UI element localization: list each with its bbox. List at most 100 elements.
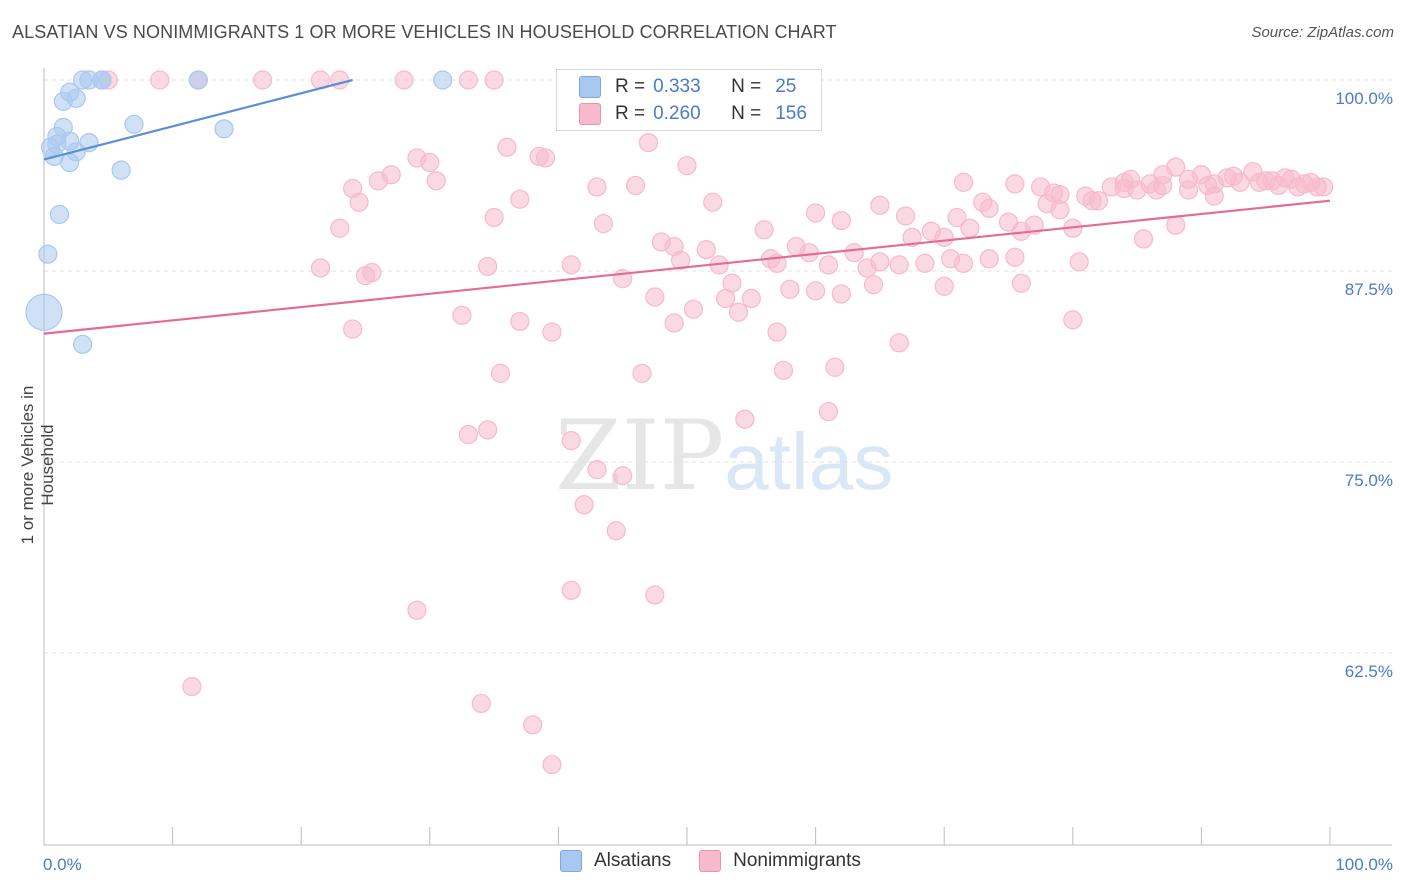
nonimmigrant-point [561, 580, 581, 600]
nonimmigrant-point [715, 288, 736, 309]
nonimmigrant-point [1153, 165, 1173, 185]
nonimmigrant-point [638, 133, 659, 153]
legend-swatch-nonimmigrants [579, 103, 601, 125]
nonimmigrant-point [561, 431, 581, 451]
nonimmigrant-point [497, 137, 517, 157]
nonimmigrant-point [960, 218, 980, 238]
legend-label-nonimmigrants: Nonimmigrants [733, 850, 861, 871]
nonimmigrant-point [767, 322, 787, 342]
nonimmigrant-point [542, 754, 562, 775]
nonimmigrant-point [484, 70, 504, 90]
y-axis-label: 1 or more Vehicles in Household [18, 385, 57, 545]
nonimmigrant-point [632, 363, 652, 383]
nonimmigrant-point [857, 258, 877, 278]
nonimmigrant-point [349, 192, 369, 212]
nonimmigrant-point [889, 333, 909, 353]
legend-n-value: 156 [775, 103, 807, 124]
nonimmigrant-point [1005, 247, 1025, 267]
nonimmigrant-point [1069, 252, 1089, 272]
nonimmigrant-point [677, 155, 697, 176]
legend-row-alsatians: R = 0.333 N = 25 [579, 74, 796, 100]
nonimmigrant-point [625, 175, 646, 196]
trend-lines [43, 78, 1331, 335]
nonimmigrant-point [478, 420, 498, 440]
y-tick-label: 75.0% [1345, 471, 1393, 490]
nonimmigrant-point [915, 253, 935, 273]
nonimmigrant-point [574, 495, 594, 515]
series-alsatians [25, 70, 453, 354]
y-tick-label: 100.0% [1335, 89, 1393, 108]
x-tick-label-max: 100.0% [1335, 855, 1393, 874]
nonimmigrant-point [510, 189, 530, 209]
nonimmigrant-point [844, 243, 864, 263]
nonimmigrant-point [947, 207, 967, 228]
legend-n-value: 25 [775, 76, 797, 97]
legend-label-alsatians: Alsatians [594, 850, 672, 871]
nonimmigrant-point [1011, 273, 1031, 293]
nonimmigrant-point [1166, 215, 1186, 235]
nonimmigrant-point [1178, 180, 1199, 200]
nonimmigrant-point [896, 206, 916, 226]
legend-r-label: R = [615, 103, 646, 124]
nonimmigrant-point [696, 240, 716, 260]
nonimmigrant-point [535, 148, 556, 168]
nonimmigrant-point [150, 70, 170, 90]
y-tick-label: 62.5% [1345, 662, 1393, 681]
nonimmigrant-point [735, 409, 755, 429]
nonimmigrant-point [934, 276, 954, 296]
nonimmigrant-point [510, 311, 530, 332]
nonimmigrant-point [1223, 166, 1244, 186]
nonimmigrant-point [979, 198, 999, 218]
alsatian-point [214, 119, 234, 139]
nonimmigrant-point [1133, 229, 1154, 249]
nonimmigrant-point [613, 466, 633, 486]
alsatian-point [60, 152, 80, 173]
nonimmigrant-point [1043, 183, 1064, 203]
legend-n-label: N = [731, 76, 762, 97]
nonimmigrant-point [645, 585, 665, 605]
nonimmigrant-point [728, 302, 749, 322]
nonimmigrant-point [407, 600, 427, 620]
nonimmigrant-point [870, 195, 890, 215]
source-label: Source: ZipAtlas.com [1251, 24, 1394, 41]
tick-labels: 62.5% 75.0% 87.5% 100.0% 0.0% 100.0% [43, 89, 1393, 874]
nonimmigrant-point [542, 322, 562, 342]
alsatian-point [25, 293, 63, 331]
series-legend: Alsatians Nonimmigrants [560, 850, 889, 872]
nonimmigrant-point [394, 70, 414, 90]
nonimmigrant-point [330, 70, 350, 90]
nonimmigrant-point [458, 424, 478, 445]
nonimmigrant-point [1063, 310, 1083, 330]
legend-r-label: R = [615, 76, 646, 97]
nonimmigrant-point [754, 220, 774, 240]
y-tick-label: 87.5% [1345, 280, 1393, 299]
alsatian-point [124, 114, 144, 134]
x-tick-label-min: 0.0% [43, 855, 82, 874]
legend-item-alsatians[interactable]: Alsatians [560, 850, 671, 872]
legend-r-value: 0.333 [653, 76, 701, 97]
legend-swatch-alsatians [579, 76, 601, 98]
chart-title: ALSATIAN VS NONIMMIGRANTS 1 OR MORE VEHI… [12, 22, 837, 42]
nonimmigrant-point [330, 218, 350, 238]
nonimmigrant-point [606, 521, 626, 541]
nonimmigrant-point [1005, 174, 1025, 194]
nonimmigrant-point [587, 460, 607, 480]
nonimmigrant-point [664, 313, 684, 333]
legend-item-nonimmigrants[interactable]: Nonimmigrants [699, 850, 861, 872]
legend-swatch-nonimmigrants [699, 850, 722, 872]
nonimmigrant-point [420, 152, 440, 173]
alsatian-point [92, 70, 112, 90]
trend-line-alsatians [43, 78, 353, 161]
nonimmigrant-point [863, 275, 884, 295]
nonimmigrant-point [799, 243, 819, 263]
zipatlas-watermark: ZIPatlas [555, 400, 893, 512]
stats-legend: R = 0.333 N = 25 R = 0.260 N = 156 [556, 69, 822, 131]
alsatian-point [38, 244, 58, 264]
alsatian-point [188, 70, 208, 90]
nonimmigrant-point [889, 255, 909, 275]
nonimmigrant-point [831, 210, 851, 231]
watermark-zip: ZIP [555, 400, 725, 512]
nonimmigrant-point [484, 207, 504, 228]
nonimmigrant-point [343, 319, 363, 339]
